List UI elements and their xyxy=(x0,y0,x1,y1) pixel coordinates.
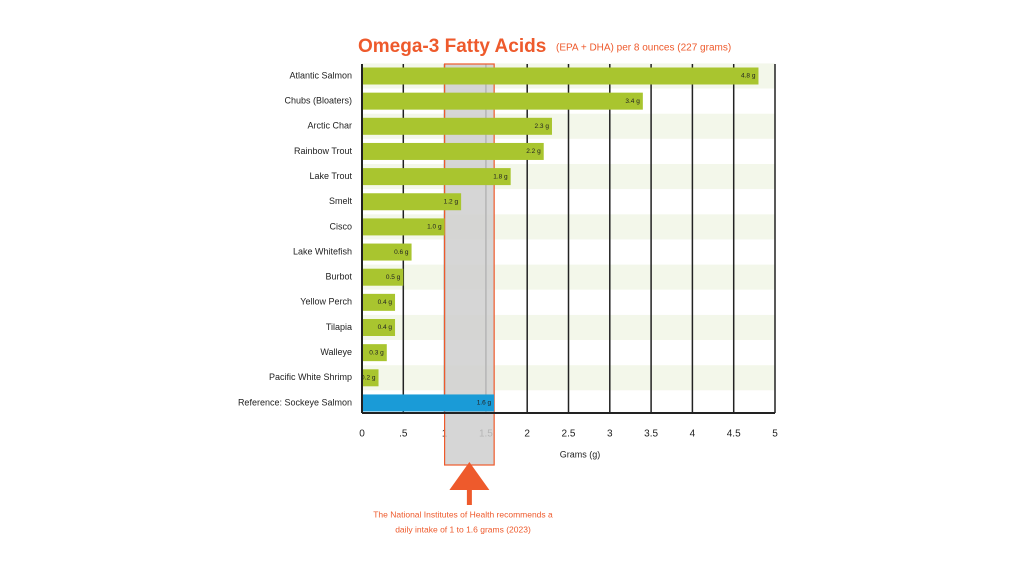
category-label: Reference: Sockeye Salmon xyxy=(238,397,352,407)
category-label: Rainbow Trout xyxy=(294,146,353,156)
bar xyxy=(362,92,643,110)
bar xyxy=(362,268,404,286)
value-label: 2.2 g xyxy=(526,148,541,155)
category-label: Atlantic Salmon xyxy=(289,70,352,80)
x-axis-label: Grams (g) xyxy=(560,449,601,459)
x-tick-label: 2.5 xyxy=(562,429,576,440)
value-label: 0.4 g xyxy=(378,324,393,331)
value-label: 0.5 g xyxy=(386,274,401,281)
annotation: daily intake of 1 to 1.6 grams (2023) xyxy=(395,524,531,534)
bar xyxy=(362,168,511,186)
category-label: Burbot xyxy=(325,272,352,282)
chart-subtitle: (EPA + DHA) per 8 ounces (227 grams) xyxy=(556,43,731,54)
category-label: Lake Whitefish xyxy=(293,246,352,256)
value-label: 0.3 g xyxy=(369,349,384,356)
category-label: Chubs (Bloaters) xyxy=(284,96,352,106)
category-label: Lake Trout xyxy=(309,171,352,181)
bar xyxy=(362,293,396,311)
bar xyxy=(362,193,462,211)
arrow-head xyxy=(449,462,490,490)
category-label: Arctic Char xyxy=(307,121,352,131)
x-tick-label: 3.5 xyxy=(644,429,658,440)
bar xyxy=(362,369,379,387)
bar xyxy=(362,142,544,160)
bar xyxy=(362,117,552,135)
x-tick-label: 0 xyxy=(359,429,365,440)
value-label: 0.6 g xyxy=(394,249,409,256)
x-tick-label: 2 xyxy=(524,429,530,440)
value-label: 0.2 g xyxy=(361,375,376,382)
value-label: 1.8 g xyxy=(493,173,508,180)
category-label: Cisco xyxy=(329,221,352,231)
category-label: Smelt xyxy=(329,196,353,206)
bar xyxy=(362,243,412,261)
bar xyxy=(362,218,445,236)
category-label: Tilapia xyxy=(326,322,352,332)
bar xyxy=(362,67,759,85)
annotation: The National Institutes of Health recomm… xyxy=(373,509,553,519)
value-label: 4.8 g xyxy=(741,73,756,80)
value-label: 1.6 g xyxy=(477,400,492,407)
chart-title: Omega-3 Fatty Acids xyxy=(358,36,546,57)
x-tick-label: 4.5 xyxy=(727,429,741,440)
x-tick-label: 4 xyxy=(690,429,696,440)
value-label: 1.2 g xyxy=(444,198,459,205)
value-label: 3.4 g xyxy=(625,98,640,105)
bar xyxy=(362,319,396,336)
category-label: Pacific White Shrimp xyxy=(269,372,352,382)
category-label: Walleye xyxy=(320,347,352,357)
x-tick-label: 3 xyxy=(607,429,613,440)
category-label: Yellow Perch xyxy=(300,297,352,307)
bar xyxy=(362,394,495,412)
x-tick-label: .5 xyxy=(399,429,408,440)
arrow-stem xyxy=(466,488,472,505)
bar xyxy=(362,344,387,362)
value-label: 2.3 g xyxy=(535,123,550,130)
x-tick-label: 5 xyxy=(772,429,778,440)
value-label: 1.0 g xyxy=(427,224,442,231)
value-label: 0.4 g xyxy=(378,299,393,306)
